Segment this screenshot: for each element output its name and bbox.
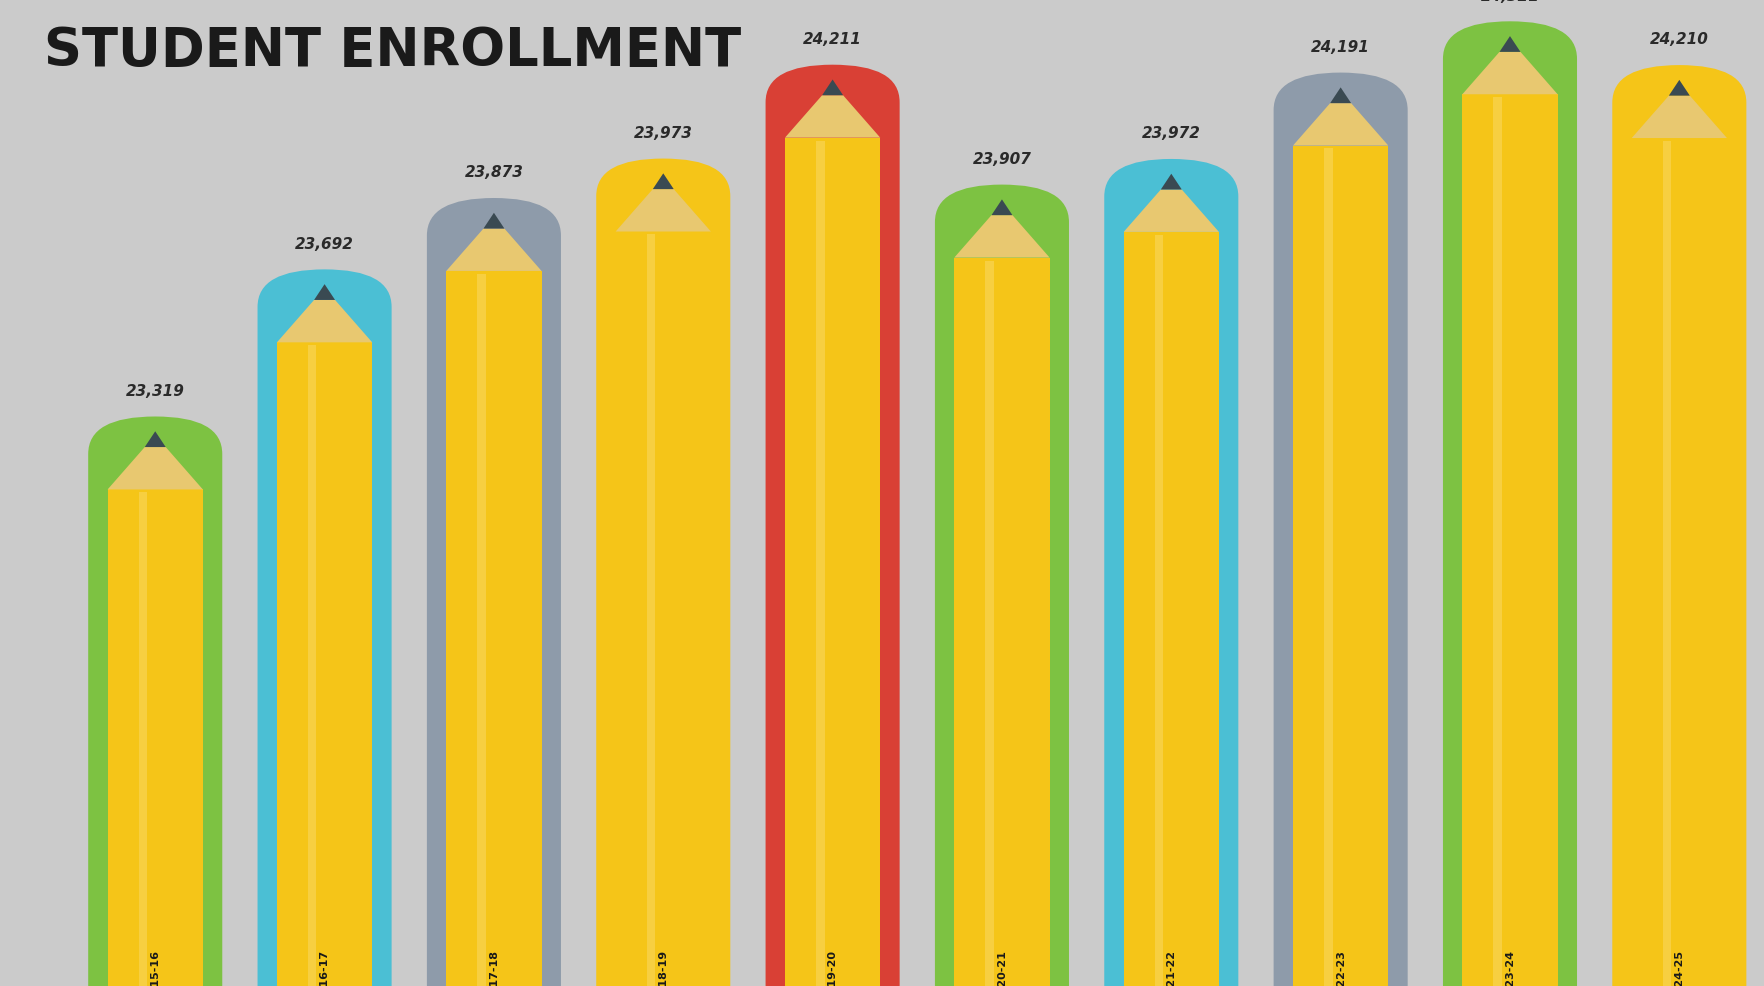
Text: 24,321: 24,321 bbox=[1480, 0, 1540, 4]
Polygon shape bbox=[277, 300, 372, 342]
Polygon shape bbox=[991, 199, 1013, 215]
Polygon shape bbox=[1462, 52, 1558, 95]
Text: 2024-25: 2024-25 bbox=[1674, 950, 1685, 986]
Bar bbox=[1124, 232, 1219, 986]
FancyBboxPatch shape bbox=[1274, 73, 1408, 986]
Text: 2019-20: 2019-20 bbox=[827, 950, 838, 986]
Polygon shape bbox=[1499, 36, 1521, 52]
FancyBboxPatch shape bbox=[596, 159, 730, 986]
FancyBboxPatch shape bbox=[1612, 65, 1746, 986]
Text: 2023-24: 2023-24 bbox=[1505, 950, 1515, 986]
FancyBboxPatch shape bbox=[427, 198, 561, 986]
FancyBboxPatch shape bbox=[1443, 22, 1577, 986]
Polygon shape bbox=[785, 96, 880, 138]
Bar bbox=[446, 271, 542, 986]
Text: 2021-22: 2021-22 bbox=[1166, 950, 1177, 986]
FancyBboxPatch shape bbox=[766, 65, 900, 986]
Text: 2018-19: 2018-19 bbox=[658, 950, 669, 986]
Text: STUDENT ENROLLMENT: STUDENT ENROLLMENT bbox=[44, 25, 741, 77]
Polygon shape bbox=[483, 213, 505, 229]
Bar bbox=[1632, 138, 1727, 986]
Bar bbox=[1325, 149, 1332, 986]
Text: 23,907: 23,907 bbox=[972, 152, 1032, 167]
Bar bbox=[1155, 235, 1162, 986]
Polygon shape bbox=[822, 80, 843, 96]
Bar bbox=[108, 489, 203, 986]
Bar bbox=[1293, 146, 1388, 986]
Bar bbox=[1663, 141, 1671, 986]
Bar bbox=[954, 257, 1050, 986]
Polygon shape bbox=[1330, 88, 1351, 104]
Polygon shape bbox=[1124, 189, 1219, 232]
FancyBboxPatch shape bbox=[1104, 159, 1238, 986]
Bar bbox=[1494, 98, 1501, 986]
Text: 24,191: 24,191 bbox=[1311, 39, 1371, 55]
Text: 24,210: 24,210 bbox=[1649, 33, 1709, 47]
FancyBboxPatch shape bbox=[935, 184, 1069, 986]
Polygon shape bbox=[1293, 104, 1388, 146]
Bar bbox=[139, 492, 146, 986]
Bar bbox=[309, 345, 316, 986]
Text: 2020-21: 2020-21 bbox=[997, 950, 1007, 986]
Text: 2016-17: 2016-17 bbox=[319, 950, 330, 986]
Polygon shape bbox=[653, 174, 674, 189]
Bar bbox=[986, 260, 993, 986]
Bar bbox=[277, 342, 372, 986]
Text: 24,211: 24,211 bbox=[803, 32, 863, 47]
Text: 23,973: 23,973 bbox=[633, 126, 693, 141]
Bar bbox=[1462, 95, 1558, 986]
Text: 23,319: 23,319 bbox=[125, 384, 185, 398]
Polygon shape bbox=[1669, 80, 1690, 96]
Bar bbox=[647, 235, 654, 986]
Text: 2017-18: 2017-18 bbox=[489, 950, 499, 986]
Bar bbox=[817, 141, 824, 986]
Text: 23,972: 23,972 bbox=[1141, 126, 1201, 141]
Bar bbox=[478, 274, 485, 986]
Polygon shape bbox=[1632, 96, 1727, 138]
Text: 23,873: 23,873 bbox=[464, 166, 524, 180]
Text: 23,692: 23,692 bbox=[295, 237, 355, 251]
Polygon shape bbox=[314, 284, 335, 300]
Polygon shape bbox=[108, 447, 203, 489]
Polygon shape bbox=[145, 431, 166, 447]
Polygon shape bbox=[954, 215, 1050, 257]
Bar bbox=[616, 232, 711, 986]
Text: 2015-16: 2015-16 bbox=[150, 950, 161, 986]
Text: 2022-23: 2022-23 bbox=[1335, 950, 1346, 986]
Polygon shape bbox=[616, 189, 711, 232]
FancyBboxPatch shape bbox=[258, 269, 392, 986]
Polygon shape bbox=[1161, 174, 1182, 189]
FancyBboxPatch shape bbox=[88, 416, 222, 986]
Polygon shape bbox=[446, 229, 542, 271]
Bar bbox=[785, 138, 880, 986]
